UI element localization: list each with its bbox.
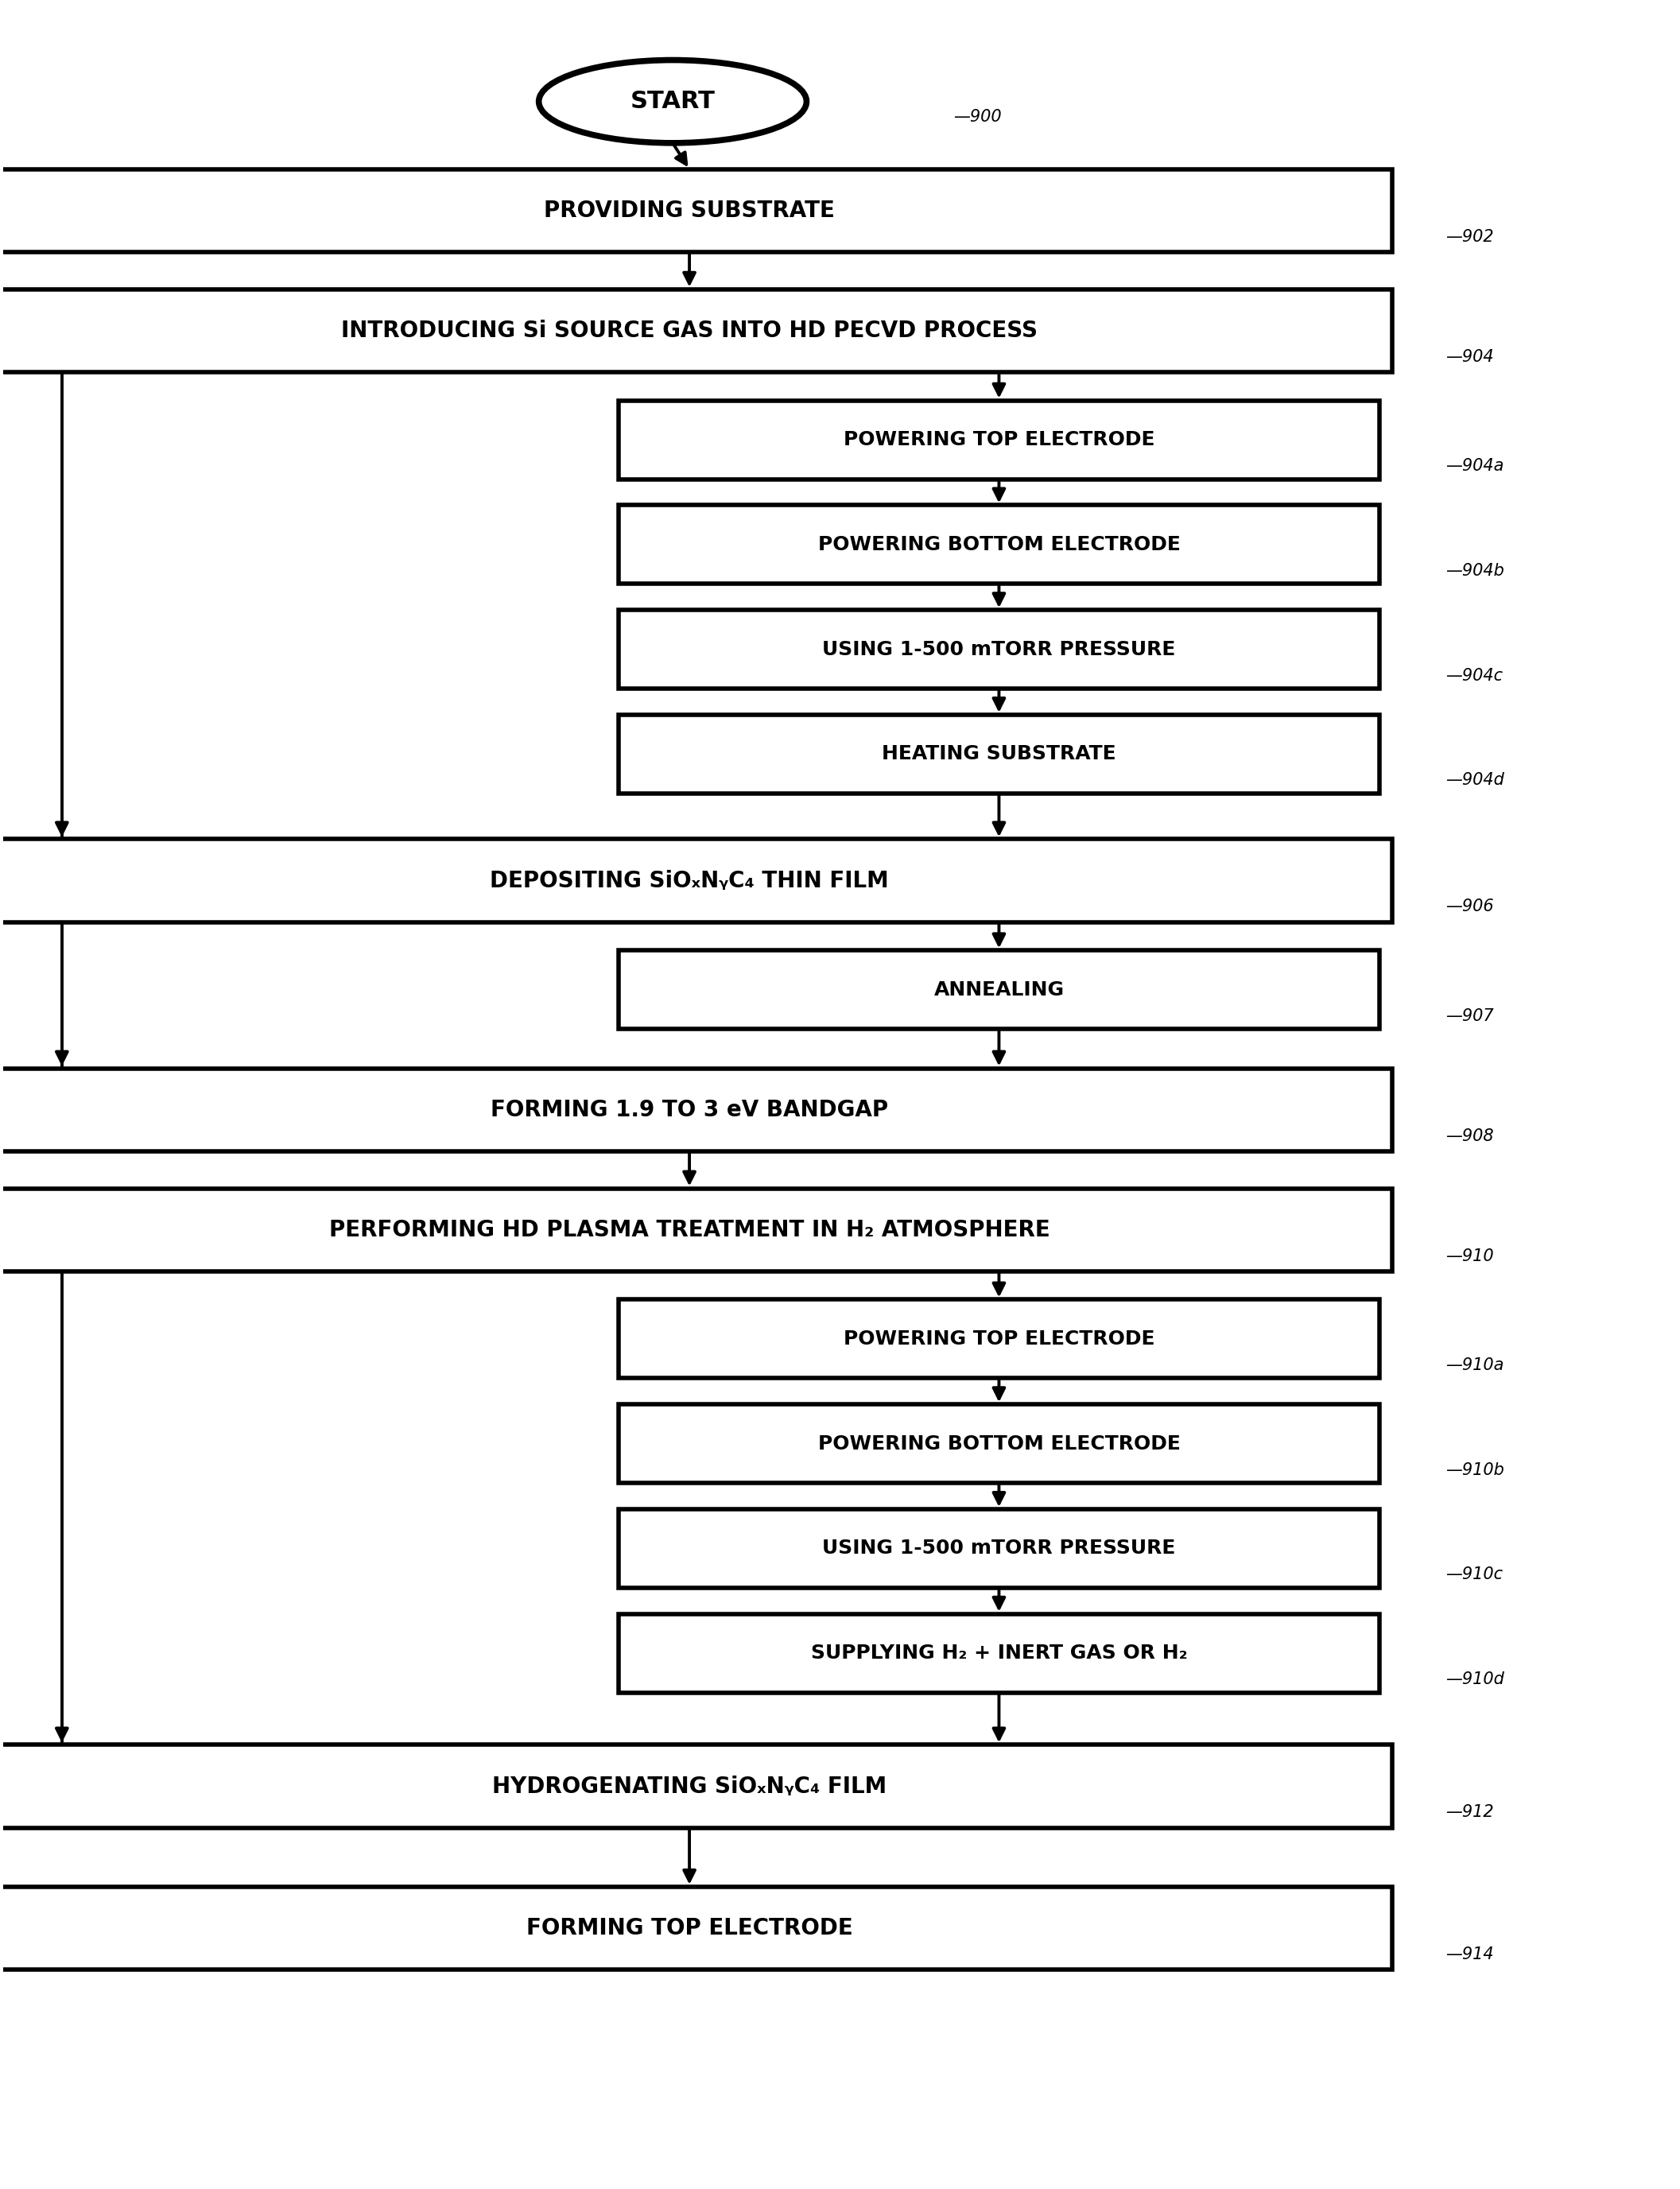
- Text: —906: —906: [1446, 900, 1494, 915]
- Text: FORMING TOP ELECTRODE: FORMING TOP ELECTRODE: [526, 1918, 853, 1939]
- Bar: [618, 716, 1379, 792]
- Text: POWERING BOTTOM ELECTRODE: POWERING BOTTOM ELECTRODE: [818, 1434, 1179, 1453]
- Text: POWERING TOP ELECTRODE: POWERING TOP ELECTRODE: [843, 431, 1154, 449]
- Text: —904b: —904b: [1446, 563, 1505, 578]
- Text: —904d: —904d: [1446, 773, 1505, 788]
- Bar: [618, 401, 1379, 479]
- Text: FORMING 1.9 TO 3 eV BANDGAP: FORMING 1.9 TO 3 eV BANDGAP: [491, 1099, 889, 1121]
- Text: USING 1-500 mTORR PRESSURE: USING 1-500 mTORR PRESSURE: [822, 639, 1176, 659]
- Text: —910: —910: [1446, 1248, 1494, 1263]
- Text: —902: —902: [1446, 230, 1494, 245]
- Ellipse shape: [539, 59, 806, 142]
- Bar: [0, 1068, 1393, 1151]
- Text: —914: —914: [1446, 1946, 1494, 1961]
- Text: POWERING TOP ELECTRODE: POWERING TOP ELECTRODE: [843, 1329, 1154, 1348]
- Text: —910b: —910b: [1446, 1462, 1505, 1478]
- Bar: [0, 1189, 1393, 1272]
- Text: PERFORMING HD PLASMA TREATMENT IN H₂ ATMOSPHERE: PERFORMING HD PLASMA TREATMENT IN H₂ ATM…: [329, 1219, 1050, 1241]
- Text: START: START: [630, 90, 716, 114]
- Text: —912: —912: [1446, 1804, 1494, 1821]
- Bar: [618, 1405, 1379, 1482]
- Bar: [618, 506, 1379, 584]
- Text: —908: —908: [1446, 1127, 1494, 1145]
- Bar: [0, 1745, 1393, 1828]
- Bar: [0, 1887, 1393, 1970]
- Bar: [618, 1613, 1379, 1692]
- Text: —910d: —910d: [1446, 1672, 1505, 1688]
- Text: SUPPLYING H₂ + INERT GAS OR H₂: SUPPLYING H₂ + INERT GAS OR H₂: [811, 1644, 1188, 1664]
- Text: ANNEALING: ANNEALING: [934, 981, 1063, 1000]
- Bar: [618, 1508, 1379, 1587]
- Text: —904a: —904a: [1446, 458, 1504, 475]
- Text: —904: —904: [1446, 348, 1494, 366]
- Text: POWERING BOTTOM ELECTRODE: POWERING BOTTOM ELECTRODE: [818, 534, 1179, 554]
- Text: —907: —907: [1446, 1007, 1494, 1024]
- Text: USING 1-500 mTORR PRESSURE: USING 1-500 mTORR PRESSURE: [822, 1539, 1176, 1559]
- Text: DEPOSITING SiOₓNᵧC₄ THIN FILM: DEPOSITING SiOₓNᵧC₄ THIN FILM: [491, 869, 889, 891]
- Text: —900: —900: [954, 109, 1001, 125]
- Bar: [618, 1300, 1379, 1379]
- Text: HEATING SUBSTRATE: HEATING SUBSTRATE: [882, 744, 1116, 764]
- Bar: [618, 611, 1379, 690]
- Bar: [0, 838, 1393, 922]
- Text: PROVIDING SUBSTRATE: PROVIDING SUBSTRATE: [544, 199, 835, 221]
- Text: —910a: —910a: [1446, 1357, 1504, 1373]
- Text: —910c: —910c: [1446, 1567, 1504, 1583]
- Text: HYDROGENATING SiOₓNᵧC₄ FILM: HYDROGENATING SiOₓNᵧC₄ FILM: [492, 1775, 887, 1797]
- Bar: [0, 289, 1393, 372]
- Text: —904c: —904c: [1446, 668, 1504, 683]
- Text: INTRODUCING Si SOURCE GAS INTO HD PECVD PROCESS: INTRODUCING Si SOURCE GAS INTO HD PECVD …: [341, 320, 1038, 341]
- Bar: [0, 169, 1393, 252]
- Bar: [618, 950, 1379, 1029]
